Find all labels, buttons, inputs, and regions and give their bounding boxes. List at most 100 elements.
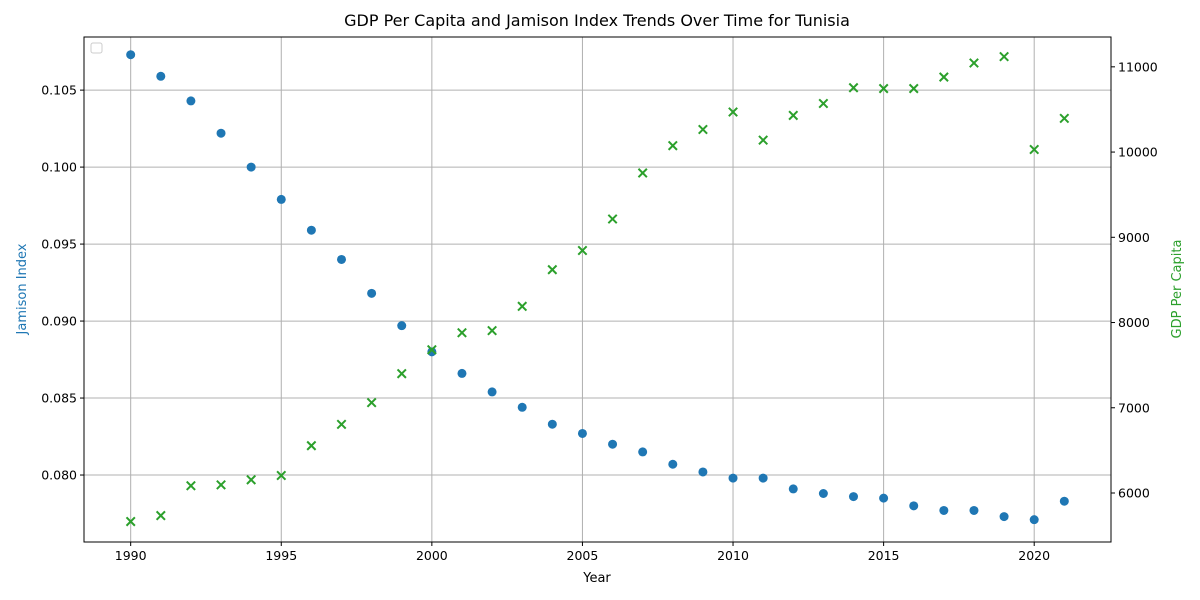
right-y-axis-title: GDP Per Capita bbox=[1170, 240, 1185, 339]
jamison-point bbox=[186, 96, 196, 106]
gdp-point-stroke bbox=[336, 419, 347, 430]
gdp-point bbox=[517, 301, 528, 312]
gdp-point bbox=[577, 245, 588, 256]
x-tick-label: 2010 bbox=[717, 548, 749, 563]
jamison-point bbox=[397, 321, 407, 331]
jamison-point bbox=[1029, 515, 1039, 525]
jamison-point bbox=[879, 493, 889, 503]
gdp-point bbox=[758, 135, 769, 146]
x-tick-label: 2020 bbox=[1018, 548, 1050, 563]
jamison-point bbox=[818, 489, 828, 499]
left-y-axis-ticks: 0.080 0.085 0.090 0.095 0.100 0.105 bbox=[41, 83, 84, 483]
gdp-point-stroke bbox=[908, 83, 919, 94]
gdp-point bbox=[487, 325, 497, 336]
left-y-tick-label: 0.085 bbox=[41, 391, 77, 406]
jamison-point bbox=[156, 71, 166, 81]
gdp-point bbox=[848, 82, 859, 93]
gdp-point bbox=[908, 83, 919, 94]
x-tick-label: 2015 bbox=[868, 548, 900, 563]
x-tick-label: 2005 bbox=[567, 548, 599, 563]
left-y-tick-label: 0.080 bbox=[41, 468, 77, 483]
gdp-point bbox=[878, 83, 889, 94]
jamison-point bbox=[1059, 496, 1069, 506]
gdp-point bbox=[186, 480, 196, 491]
gdp-point-stroke bbox=[818, 98, 829, 109]
gdp-point bbox=[788, 110, 799, 121]
jamison-point bbox=[577, 428, 587, 438]
chart-title: GDP Per Capita and Jamison Index Trends … bbox=[344, 11, 850, 30]
x-tick-label: 2000 bbox=[416, 548, 448, 563]
gdp-point bbox=[637, 168, 648, 178]
left-y-tick-label: 0.105 bbox=[41, 83, 77, 98]
plot-frame bbox=[83, 36, 1112, 543]
gdp-point-stroke bbox=[186, 480, 196, 491]
x-axis-ticks: 1990 1995 2000 2005 2010 2015 2020 bbox=[115, 542, 1050, 563]
right-y-tick-label: 6000 bbox=[1118, 485, 1150, 500]
jamison-point bbox=[909, 501, 919, 511]
gdp-point bbox=[1059, 113, 1070, 124]
gdp-point-stroke bbox=[848, 82, 859, 93]
gdp-point bbox=[969, 58, 979, 68]
gdp-point-stroke bbox=[1029, 144, 1040, 155]
jamison-point bbox=[758, 473, 768, 483]
right-y-tick-label: 8000 bbox=[1118, 315, 1150, 330]
gdp-point bbox=[999, 51, 1009, 62]
jamison-point bbox=[427, 347, 437, 357]
gdp-point bbox=[336, 419, 347, 430]
gdp-point-stroke bbox=[125, 516, 136, 527]
jamison-point bbox=[517, 402, 527, 412]
gdp-point-stroke bbox=[667, 140, 678, 151]
gdp-point bbox=[155, 510, 166, 521]
jamison-point bbox=[126, 50, 136, 60]
gdp-point bbox=[547, 264, 558, 275]
gdp-point bbox=[426, 344, 437, 355]
grid bbox=[84, 37, 1111, 542]
gdp-point bbox=[246, 474, 257, 485]
gdp-point bbox=[698, 124, 708, 135]
right-y-tick-label: 9000 bbox=[1118, 230, 1150, 245]
gdp-point-stroke bbox=[788, 110, 799, 121]
jamison-point bbox=[337, 254, 347, 264]
left-y-tick-label: 0.090 bbox=[41, 314, 77, 329]
gdp-point-stroke bbox=[517, 301, 528, 312]
gdp-point-stroke bbox=[728, 107, 738, 117]
jamison-point bbox=[728, 473, 738, 483]
chart-marks bbox=[125, 50, 1070, 527]
left-y-axis-title: Jamison Index bbox=[15, 243, 30, 335]
gdp-point-stroke bbox=[306, 440, 317, 451]
jamison-point bbox=[638, 447, 648, 457]
gdp-point bbox=[457, 327, 467, 338]
series-jamison-index bbox=[126, 50, 1069, 525]
legend-box bbox=[90, 42, 103, 54]
gdp-point-stroke bbox=[999, 51, 1009, 62]
jamison-point bbox=[276, 194, 286, 204]
gdp-point-stroke bbox=[577, 245, 588, 256]
gdp-point bbox=[366, 397, 377, 408]
series-gdp-per-capita bbox=[125, 51, 1070, 527]
gdp-point-stroke bbox=[758, 135, 769, 146]
jamison-point bbox=[547, 419, 557, 429]
gdp-point bbox=[1029, 144, 1040, 155]
jamison-point bbox=[487, 387, 497, 397]
gdp-point-stroke bbox=[457, 327, 467, 338]
gdp-point-stroke bbox=[366, 397, 377, 408]
gdp-point-stroke bbox=[547, 264, 558, 275]
gdp-point-stroke bbox=[276, 470, 287, 481]
jamison-point bbox=[939, 505, 949, 515]
x-axis-title: Year bbox=[582, 571, 611, 586]
x-tick-label: 1995 bbox=[265, 548, 297, 563]
right-y-axis-ticks: 6000 7000 8000 9000 10000 11000 bbox=[1111, 59, 1158, 500]
right-y-tick-label: 11000 bbox=[1118, 59, 1158, 74]
gdp-point-stroke bbox=[246, 474, 257, 485]
right-y-tick-label: 10000 bbox=[1118, 145, 1158, 160]
gdp-point-stroke bbox=[426, 344, 437, 355]
gdp-point bbox=[306, 440, 317, 451]
jamison-point bbox=[788, 484, 798, 494]
jamison-point bbox=[306, 225, 316, 235]
left-y-tick-label: 0.100 bbox=[41, 160, 77, 175]
gdp-point-stroke bbox=[878, 83, 889, 94]
jamison-point bbox=[848, 492, 858, 502]
x-tick-label: 1990 bbox=[115, 548, 147, 563]
